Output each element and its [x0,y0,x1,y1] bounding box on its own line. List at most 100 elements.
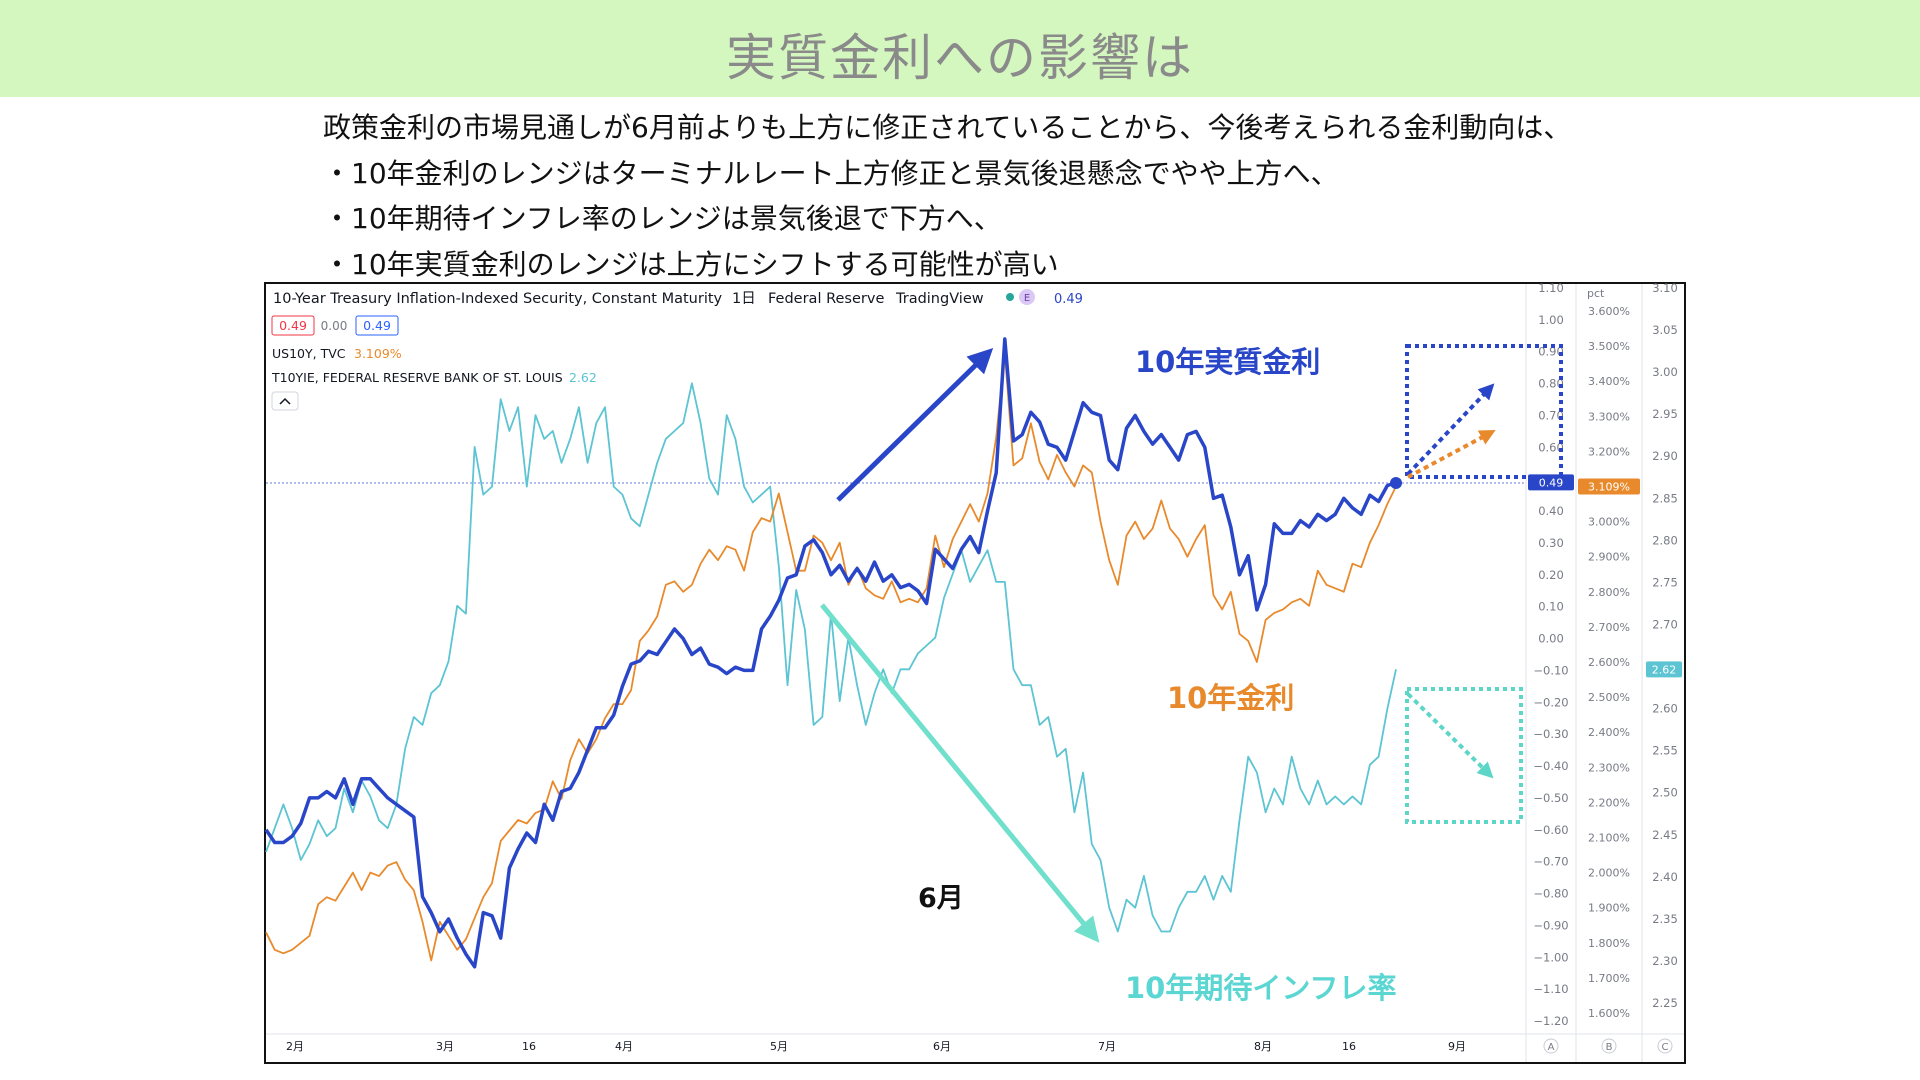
axis-b-tick-label: 2.100% [1588,832,1630,845]
earnings-badge-label: E [1024,293,1030,304]
axis-b-tick-label: 2.300% [1588,761,1630,774]
axis-c-tick-label: 2.80 [1652,533,1678,547]
axis-b-tick-label: 3.400% [1588,375,1630,388]
axis-a-tick-label: 0.40 [1538,504,1564,518]
axis-b-tick-label: 3.000% [1588,516,1630,529]
bullet-nominal: ・10年金利のレンジはターミナルレート上方修正と景気後退懸念でやや上方へ、 [323,156,1339,190]
last-value-badge-b [1578,478,1640,495]
chart-source: Federal Reserve [768,291,884,307]
axis-c-tick-label: 2.25 [1652,996,1678,1010]
axis-a-tick-label: 0.80 [1538,377,1564,391]
status-dot [1006,293,1014,301]
axis-b-tick-label: 1.900% [1588,902,1630,915]
axis-a-tick-label: −0.20 [1533,695,1568,709]
last-value-badge-text-a: 0.49 [1539,476,1564,489]
axis-footer-b[interactable]: B [1606,1042,1613,1053]
chart-interval: 1日 [732,291,756,307]
forecast-arrow-bei [1406,692,1494,779]
us10y-value: 3.109% [354,346,402,361]
ohlc-box-3 [355,315,399,336]
axis-b-tick-label: 1.800% [1588,937,1630,950]
axis-b-tick-label: 2.700% [1588,621,1630,634]
axis-footer-c[interactable]: C [1662,1042,1669,1053]
axis-b-tick-label: 2.400% [1588,726,1630,739]
axis-a-tick-label: −0.90 [1533,918,1568,932]
us10y-label: US10Y, TVC [272,346,346,361]
axis-footer: A B C [1543,1038,1673,1054]
axis-a-tick-label: −0.60 [1533,823,1568,837]
axis-a-tick-label: 0.70 [1538,408,1564,422]
ohlc-value-1: 0.49 [279,318,307,333]
axis-a-tick-label: −1.10 [1533,982,1568,996]
collapse-button[interactable] [271,391,299,411]
axis-c-tick-label: 2.55 [1652,744,1678,758]
axis-a-tick-label: 0.30 [1538,536,1564,550]
forecast-box-bei [1405,687,1523,824]
title-band [0,0,1920,97]
axis-c-tick-label: 2.30 [1652,954,1678,968]
axis-a-tick-label: 1.10 [1538,281,1564,295]
axis-a-tick-label: −0.70 [1533,855,1568,869]
x-tick-label: 16 [1342,1040,1356,1053]
last-value-badge-c [1646,661,1682,678]
axis-b-tick-label: 3.600% [1588,305,1630,318]
axis-a-tick-label: −0.80 [1533,887,1568,901]
axis-b-tick-label: 1.700% [1588,972,1630,985]
axis-c-tick-label: 3.10 [1652,281,1678,295]
header-last-value: 0.49 [1054,292,1083,307]
axis-c-tick-label: 2.95 [1652,407,1678,421]
axis-a-tick-label: −1.20 [1533,1014,1568,1028]
x-tick-label: 16 [522,1040,536,1053]
axis-b-tick-label: 2.900% [1588,551,1630,564]
axis-c-tick-label: 3.05 [1652,323,1678,337]
axis-c-tick-label: 3.00 [1652,365,1678,379]
axis-c-ticks: 3.103.053.002.952.902.852.802.752.702.65… [1652,281,1678,1010]
axis-a-tick-label: −0.50 [1533,791,1568,805]
axis-a-tick-label: −1.00 [1533,950,1568,964]
last-value-badge-text-b: 3.109% [1588,481,1630,494]
axis-a-tick-label: 0.00 [1538,632,1564,646]
x-tick-label: 8月 [1254,1040,1272,1053]
trend-arrow-bei [820,603,1100,943]
label-bei: 10年期待インフレ率 [1125,971,1397,1005]
slide-title: 実質金利への影響は [726,29,1194,87]
last-value-badge-text-c: 2.62 [1652,663,1677,676]
axis-b-tick-label: 2.800% [1588,586,1630,599]
axis-a-ticks: 1.101.000.900.800.700.600.500.400.300.20… [1533,281,1568,1028]
axis-b-tick-label: 2.500% [1588,691,1630,704]
series-line-real-rate [264,337,1397,969]
forecast-arrow-nominal [1407,429,1496,479]
forecast-box-real [1405,344,1563,479]
time-axis-ticks: 2月 3月 16 4月 5月 6月 7月 8月 16 9月 [286,1040,1466,1053]
axis-c-tick-label: 2.40 [1652,870,1678,884]
chart-symbol-title: 10-Year Treasury Inflation-Indexed Secur… [273,291,723,307]
axis-footer-a[interactable]: A [1548,1042,1555,1053]
axis-b-unit: pct [1587,287,1605,300]
x-tick-label: 2月 [286,1040,304,1053]
axis-b-tick-label: 2.000% [1588,867,1630,880]
axis-b-tick-label: 3.200% [1588,445,1630,458]
x-tick-label: 7月 [1098,1040,1116,1053]
bullet-intro: 政策金利の市場見通しが6月前よりも上方に修正されていることから、今後考えられる金… [323,111,1572,144]
axis-c-tick-label: 2.85 [1652,491,1678,505]
bullet-list: 政策金利の市場見通しが6月前よりも上方に修正されていることから、今後考えられる金… [323,105,1571,287]
axis-c-tick-label: 2.50 [1652,786,1678,800]
axis-a-tick-label: 0.90 [1538,345,1564,359]
axis-c-tick-label: 2.60 [1652,702,1678,716]
ohlc-value-2: 0.00 [321,319,348,333]
axis-c-tick-label: 2.70 [1652,617,1678,631]
axis-c-tick-label: 2.75 [1652,575,1678,589]
x-tick-label: 3月 [436,1040,454,1053]
axis-b-tick-label: 1.600% [1588,1007,1630,1020]
axis-b-tick-label: 3.500% [1588,340,1630,353]
series-line-nominal [265,352,1397,962]
series-line-bei [265,382,1397,933]
x-tick-label: 6月 [933,1040,951,1053]
axis-c-tick-label: 2.35 [1652,912,1678,926]
ohlc-box-1 [271,315,315,336]
t10yie-value: 2.62 [569,370,597,385]
earnings-badge[interactable] [1019,289,1035,305]
x-tick-label: 4月 [615,1040,633,1053]
chart-provider: TradingView [895,291,984,307]
